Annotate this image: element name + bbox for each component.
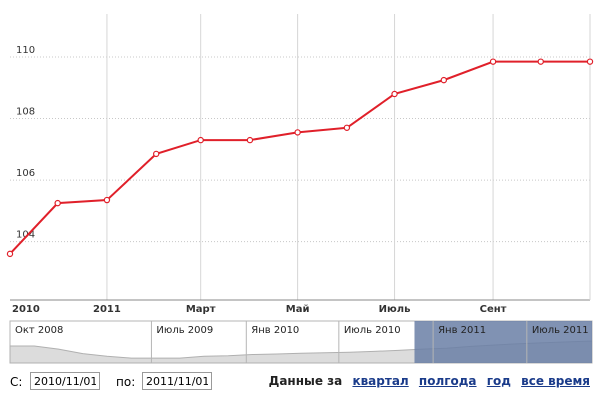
navigator-label: Июль 2011 (532, 325, 589, 336)
y-tick-label: 106 (16, 168, 35, 179)
data-point[interactable] (246, 136, 254, 144)
line-chart: 104 106 108 110 2010 2011 Март Май Июль Сент (6, 14, 594, 315)
y-tick-label: 110 (16, 45, 35, 56)
x-tick-label: Май (286, 304, 310, 315)
data-point[interactable] (586, 58, 594, 65)
range-link-year[interactable]: год (486, 374, 511, 388)
data-point[interactable] (343, 124, 351, 131)
y-tick-label: 104 (16, 230, 35, 241)
navigator-selection[interactable] (414, 321, 592, 363)
data-point[interactable] (103, 196, 111, 204)
x-tick-label: Март (186, 304, 216, 315)
data-point[interactable] (440, 76, 448, 84)
x-tick-label: Сент (480, 304, 507, 315)
navigator-label: Янв 2011 (438, 325, 486, 336)
to-label: по: (116, 375, 136, 389)
range-prefix: Данные за (268, 374, 343, 388)
x-tick-label: Июль (379, 304, 411, 315)
y-tick-label: 108 (16, 107, 35, 118)
range-navigator[interactable]: Окт 2008 Июль 2009 Янв 2010 Июль 2010 Янв 20… (0, 320, 600, 366)
range-link-half-year[interactable]: полгода (418, 374, 477, 388)
data-point[interactable] (54, 199, 61, 207)
x-tick-label: 2011 (93, 304, 121, 315)
to-date-input[interactable] (142, 372, 212, 390)
data-point[interactable] (537, 58, 544, 65)
navigator-label: Янв 2010 (251, 325, 299, 336)
data-point[interactable] (294, 129, 301, 136)
navigator-label: Окт 2008 (15, 325, 63, 336)
data-point[interactable] (197, 136, 204, 144)
x-tick-label: 2010 (12, 304, 40, 315)
range-link-all-time[interactable]: все время (521, 374, 590, 388)
data-point[interactable] (6, 250, 14, 258)
navigator-label: Июль 2009 (156, 325, 213, 336)
range-links: Данные за квартал полгода год все время (269, 374, 590, 388)
from-date-input[interactable] (30, 372, 100, 390)
series-line (9, 60, 590, 255)
data-point[interactable] (391, 90, 398, 98)
date-range-controls: С: по: Данные за квартал полгода год все… (0, 366, 600, 400)
data-point[interactable] (489, 58, 497, 65)
range-link-quarter[interactable]: квартал (352, 374, 409, 388)
navigator-label: Июль 2010 (344, 325, 401, 336)
data-point[interactable] (152, 150, 160, 158)
from-label: С: (10, 375, 23, 389)
